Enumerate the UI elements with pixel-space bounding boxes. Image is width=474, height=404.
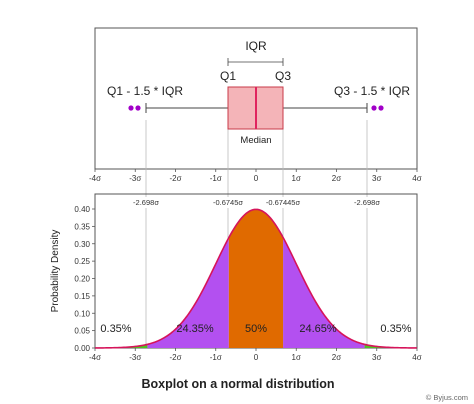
median-label: Median	[240, 135, 271, 146]
outlier-dots	[128, 105, 384, 111]
sigma-marker-bg	[263, 197, 303, 208]
x-tick-label: -1σ	[210, 353, 222, 362]
y-axis: 0.40 0.35 0.30 0.25 0.20 0.15 0.10 0.05 0.00	[74, 205, 95, 353]
iqr-label: IQR	[245, 39, 267, 53]
x-tick-label: 4σ	[412, 353, 421, 362]
x-tick-label: 2σ	[332, 174, 341, 183]
x-tick-label: -3σ	[129, 174, 141, 183]
q3-label: Q3	[275, 69, 291, 83]
bottom-axis-ticks: -4σ -3σ -2σ -1σ 0 1σ 2σ 3σ 4σ	[89, 348, 422, 362]
x-tick-label: -3σ	[129, 353, 141, 362]
outlier-dot	[128, 105, 134, 111]
density-region	[147, 237, 229, 348]
y-axis-label: Probability Density	[50, 230, 61, 313]
y-tick-label: 0.00	[74, 344, 90, 353]
y-tick-label: 0.15	[74, 292, 90, 301]
x-tick-label: -4σ	[89, 174, 101, 183]
sigma-marker-bg	[208, 197, 248, 208]
x-tick-label: 3σ	[372, 174, 381, 183]
y-tick-label: 0.10	[74, 309, 90, 318]
density-region	[283, 237, 365, 348]
x-tick-label: -2σ	[169, 174, 181, 183]
sigma-marker-label: -2.698σ	[133, 198, 159, 207]
caption: Boxplot on a normal distribution	[141, 377, 334, 391]
x-tick-label: 0	[254, 353, 259, 362]
outlier-dot	[135, 105, 141, 111]
y-tick-label: 0.40	[74, 205, 90, 214]
sigma-markers: -2.698σ -0.6745σ -0.67445σ -2.698σ	[126, 197, 387, 208]
y-tick-label: 0.25	[74, 257, 90, 266]
percent-label: 24.65%	[299, 323, 337, 335]
percent-label: 24.35%	[176, 323, 214, 335]
sigma-marker-label: -0.6745σ	[213, 198, 243, 207]
percent-label: 0.35%	[100, 323, 131, 335]
credit: © Byjus.com	[426, 393, 468, 402]
iqr-bracket	[227, 58, 284, 66]
lower-fence-label: Q1 - 1.5 * IQR	[107, 84, 183, 98]
outlier-dot	[371, 105, 377, 111]
x-tick-label: 1σ	[292, 174, 301, 183]
percent-labels: 0.35% 24.35% 50% 24.65% 0.35%	[100, 323, 411, 335]
sigma-marker-bg	[126, 197, 166, 208]
density-region	[228, 209, 284, 348]
percent-label: 50%	[245, 323, 267, 335]
q1-label: Q1	[220, 69, 236, 83]
outlier-dot	[378, 105, 384, 111]
x-tick-label: 4σ	[412, 174, 421, 183]
sigma-marker-label: -0.67445σ	[266, 198, 301, 207]
upper-fence-label: Q3 - 1.5 * IQR	[334, 84, 410, 98]
sigma-marker-bg	[347, 197, 387, 208]
percent-label: 0.35%	[380, 323, 411, 335]
whiskers	[145, 103, 368, 113]
x-tick-label: -4σ	[89, 353, 101, 362]
y-tick-label: 0.05	[74, 327, 90, 336]
x-tick-label: -1σ	[210, 174, 222, 183]
x-tick-label: -2σ	[169, 353, 181, 362]
x-tick-label: 3σ	[372, 353, 381, 362]
sigma-marker-label: -2.698σ	[354, 198, 380, 207]
y-tick-label: 0.30	[74, 240, 90, 249]
x-tick-label: 0	[254, 174, 259, 183]
y-tick-label: 0.20	[74, 275, 90, 284]
x-tick-label: 2σ	[332, 353, 341, 362]
x-tick-label: 1σ	[292, 353, 301, 362]
y-tick-label: 0.35	[74, 222, 90, 231]
top-axis-ticks: -4σ -3σ -2σ -1σ 0 1σ 2σ 3σ 4σ	[89, 169, 422, 183]
density-curve	[95, 208, 417, 349]
